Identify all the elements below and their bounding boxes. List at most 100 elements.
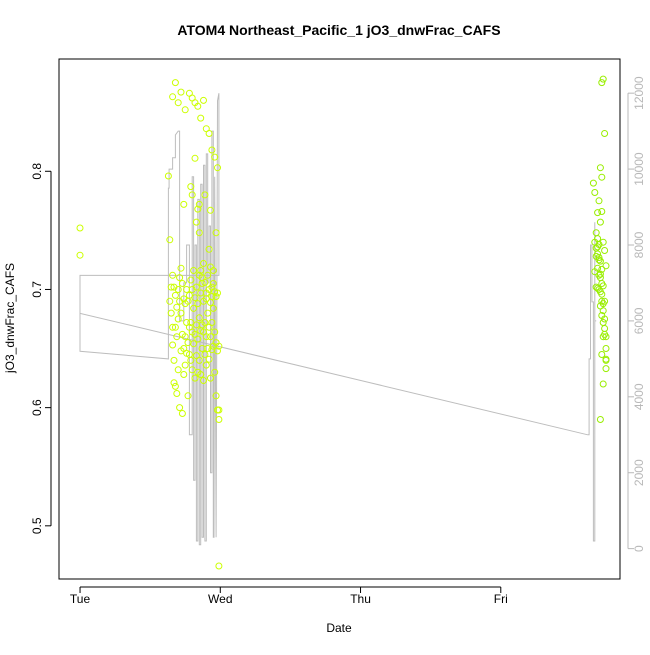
data-point xyxy=(170,356,178,364)
chart-title: ATOM4 Northeast_Pacific_1 jO3_dnwFrac_CA… xyxy=(177,22,500,38)
data-point xyxy=(202,361,210,369)
data-point xyxy=(212,293,220,300)
altitude-line xyxy=(79,93,597,546)
data-point xyxy=(164,172,172,180)
data-point xyxy=(211,328,219,336)
data-point xyxy=(201,351,209,358)
data-point xyxy=(195,200,203,208)
data-point xyxy=(198,274,206,282)
y-tick-label: 0.8 xyxy=(30,163,44,180)
data-point xyxy=(599,380,607,388)
data-point xyxy=(195,356,203,364)
data-point xyxy=(215,406,223,414)
y-tick-label: 0.6 xyxy=(30,399,44,416)
data-point xyxy=(177,309,185,317)
data-point xyxy=(207,263,214,271)
data-point xyxy=(208,293,216,300)
data-point xyxy=(178,280,186,287)
data-point xyxy=(191,374,199,382)
data-point xyxy=(202,333,210,341)
data-point xyxy=(209,280,217,287)
data-point xyxy=(166,297,174,305)
data-point xyxy=(215,416,223,423)
y-tick-label: 0.7 xyxy=(30,281,44,298)
plot-layer: Tue Wed Thu Fri 0.5 0.6 0.7 0.8 0 2000 4000 6000 800… xyxy=(30,58,646,606)
y2-tick-label: 12000 xyxy=(632,76,646,110)
data-point xyxy=(197,371,205,378)
data-point xyxy=(602,262,610,270)
data-point xyxy=(201,191,209,199)
data-point xyxy=(595,256,603,264)
data-point xyxy=(188,191,196,199)
data-point xyxy=(200,260,207,267)
data-point xyxy=(215,562,223,570)
data-point xyxy=(599,319,607,326)
data-point xyxy=(207,206,214,214)
data-point xyxy=(188,366,196,374)
data-point xyxy=(601,315,609,323)
data-point xyxy=(181,333,189,341)
data-point xyxy=(177,264,185,272)
data-point xyxy=(174,99,182,107)
data-point xyxy=(187,319,195,326)
data-point xyxy=(190,267,198,274)
data-point xyxy=(169,341,177,349)
y2-tick-label: 8000 xyxy=(632,231,646,258)
data-point xyxy=(167,309,175,317)
data-point xyxy=(197,267,205,274)
data-point xyxy=(177,88,185,96)
y-tick-label: 0.5 xyxy=(30,517,44,534)
data-point xyxy=(207,374,214,382)
data-point xyxy=(187,276,195,284)
data-point xyxy=(167,283,175,291)
y2-tick-label: 0 xyxy=(632,545,646,552)
data-point xyxy=(595,197,603,205)
data-point xyxy=(596,164,604,172)
data-point xyxy=(169,323,177,331)
data-point xyxy=(176,274,184,282)
data-point xyxy=(191,294,199,302)
data-point xyxy=(598,265,606,273)
data-point xyxy=(187,356,195,364)
data-point xyxy=(191,154,199,162)
data-point xyxy=(173,303,181,311)
data-point xyxy=(171,291,179,299)
data-point xyxy=(205,245,213,253)
data-point xyxy=(208,319,216,326)
data-point xyxy=(212,392,220,400)
data-point xyxy=(174,366,182,374)
y2-tick-label: 6000 xyxy=(632,307,646,334)
data-point xyxy=(190,340,198,348)
data-point xyxy=(601,130,609,137)
data-point xyxy=(598,290,606,298)
data-point xyxy=(602,333,610,341)
data-point xyxy=(214,289,221,297)
y-axis-label: jO3_dnwFrac_CAFS xyxy=(3,263,17,374)
data-point xyxy=(208,146,216,154)
data-point xyxy=(176,404,184,412)
data-point xyxy=(171,323,179,331)
data-point xyxy=(211,153,219,161)
data-point xyxy=(602,356,610,364)
data-point xyxy=(184,339,192,347)
x-tick-label: Thu xyxy=(350,592,371,606)
x-tick-label: Fri xyxy=(494,592,508,606)
data-point xyxy=(596,270,604,278)
data-point xyxy=(171,382,179,390)
y2-tick-label: 4000 xyxy=(632,383,646,410)
data-point xyxy=(194,205,202,213)
data-point xyxy=(166,236,174,244)
data-point xyxy=(170,379,178,387)
data-point xyxy=(602,345,610,352)
data-point xyxy=(209,304,217,312)
data-point xyxy=(205,130,213,137)
data-point xyxy=(601,247,609,254)
data-point xyxy=(599,75,607,83)
data-point xyxy=(174,286,182,293)
data-point xyxy=(202,289,210,297)
data-point xyxy=(194,102,202,110)
data-point xyxy=(602,365,610,373)
data-point xyxy=(601,297,609,305)
